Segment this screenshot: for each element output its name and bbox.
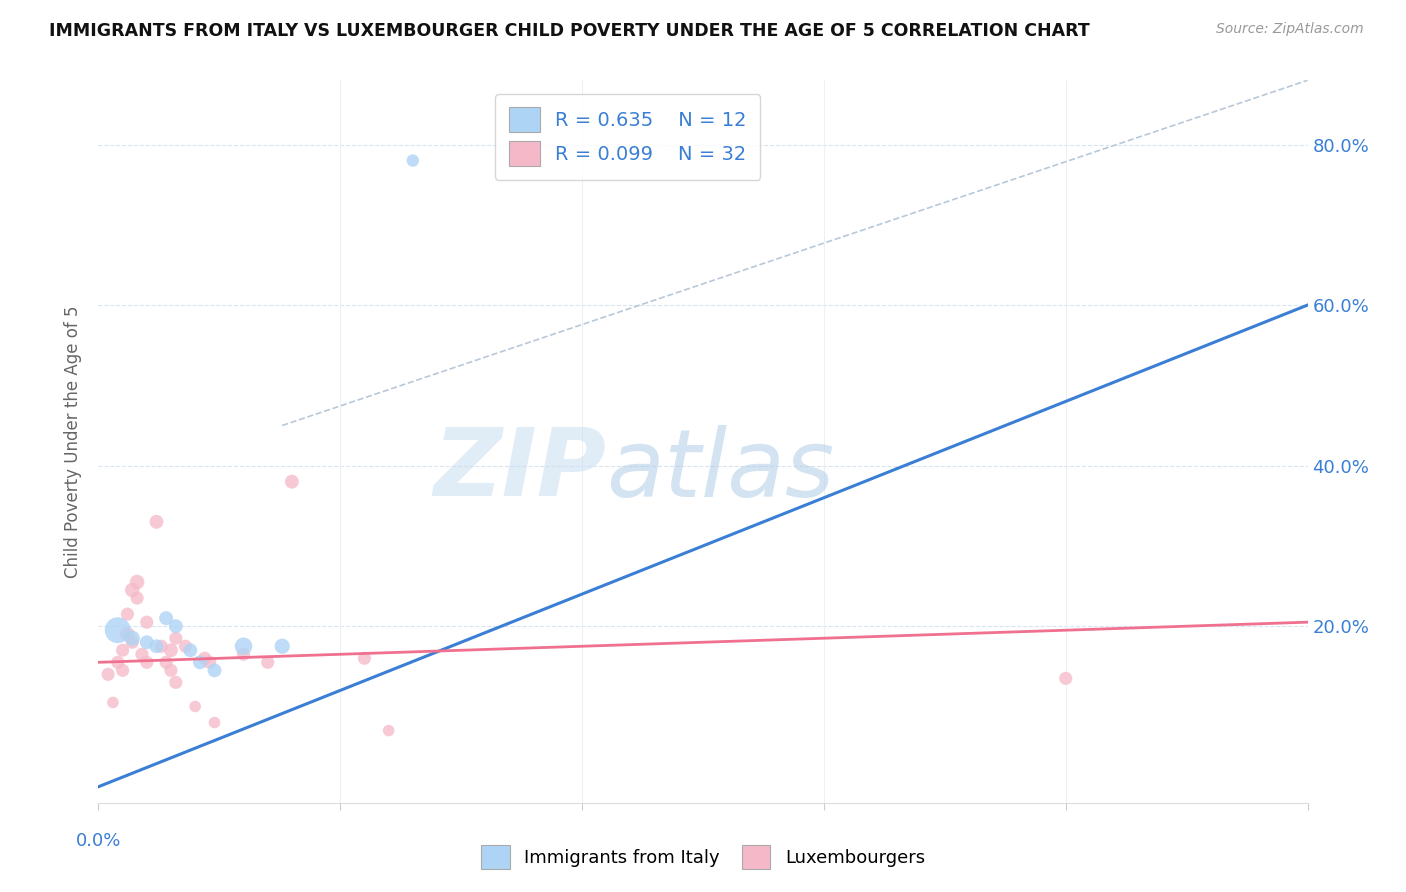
Point [184, 699, 207, 714]
Point [131, 648, 153, 662]
Point [150, 639, 173, 653]
Point [204, 715, 226, 730]
Point [127, 591, 149, 606]
Point [107, 655, 129, 669]
Point [281, 475, 304, 489]
Y-axis label: Child Poverty Under the Age of 5: Child Poverty Under the Age of 5 [65, 305, 83, 578]
Text: Source: ZipAtlas.com: Source: ZipAtlas.com [1216, 22, 1364, 37]
Point [117, 627, 139, 641]
Point [111, 664, 134, 678]
Point [174, 639, 197, 653]
Point [232, 648, 254, 662]
Point [402, 153, 425, 168]
Point [204, 664, 226, 678]
Point [97, 667, 120, 681]
Point [1054, 671, 1077, 685]
Point [135, 655, 157, 669]
Point [145, 639, 167, 653]
Point [353, 651, 375, 665]
Point [377, 723, 399, 738]
Legend: Immigrants from Italy, Luxembourgers: Immigrants from Italy, Luxembourgers [474, 838, 932, 876]
Legend: R = 0.635    N = 12, R = 0.099    N = 32: R = 0.635 N = 12, R = 0.099 N = 32 [495, 94, 761, 179]
Point [198, 655, 221, 669]
Point [165, 632, 187, 646]
Point [155, 611, 177, 625]
Point [160, 643, 183, 657]
Text: ZIP: ZIP [433, 425, 606, 516]
Point [101, 696, 124, 710]
Point [194, 651, 217, 665]
Point [232, 639, 254, 653]
Point [165, 619, 187, 633]
Point [179, 643, 201, 657]
Point [121, 583, 143, 598]
Point [135, 635, 157, 649]
Point [121, 635, 143, 649]
Point [256, 655, 278, 669]
Text: atlas: atlas [606, 425, 835, 516]
Point [107, 623, 129, 637]
Text: 0.0%: 0.0% [76, 831, 121, 850]
Point [135, 615, 157, 630]
Point [160, 664, 183, 678]
Point [155, 655, 177, 669]
Point [188, 655, 211, 669]
Point [121, 632, 143, 646]
Point [111, 643, 134, 657]
Text: IMMIGRANTS FROM ITALY VS LUXEMBOURGER CHILD POVERTY UNDER THE AGE OF 5 CORRELATI: IMMIGRANTS FROM ITALY VS LUXEMBOURGER CH… [49, 22, 1090, 40]
Point [145, 515, 167, 529]
Point [127, 574, 149, 589]
Point [117, 607, 139, 621]
Point [271, 639, 294, 653]
Point [165, 675, 187, 690]
